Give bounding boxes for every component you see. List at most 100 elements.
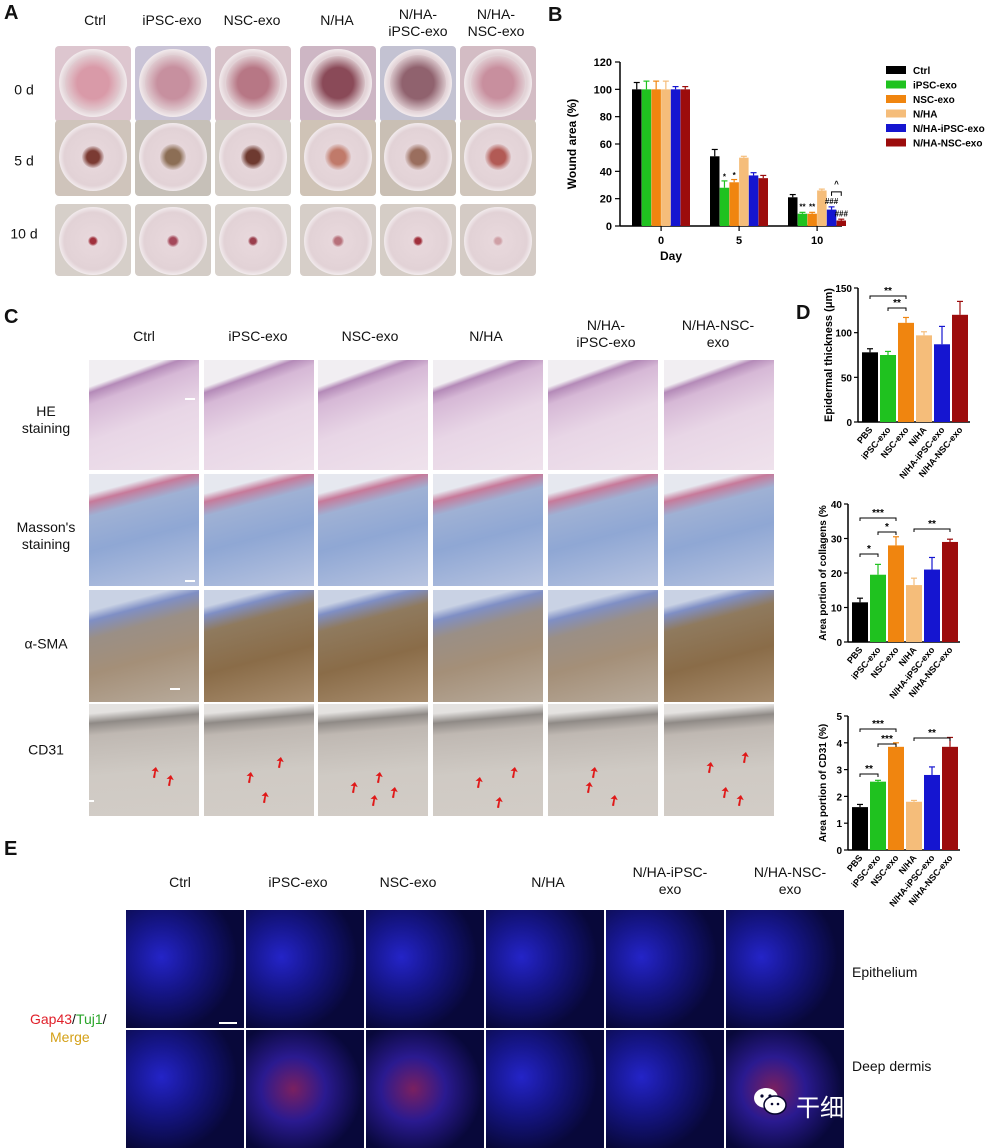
significance-label: ** (893, 298, 901, 309)
legend-separator: / (102, 1011, 107, 1027)
significance-label: *** (872, 719, 884, 730)
significance-label: ### (835, 209, 849, 218)
wound-photo (380, 120, 456, 196)
bar (888, 746, 904, 850)
y-axis-title: Wound area (%) (565, 99, 579, 189)
histology-image (664, 590, 774, 702)
y-tick-label: 5 (836, 712, 842, 723)
bar (916, 335, 932, 422)
wound-photo (215, 120, 291, 196)
bar (934, 344, 950, 422)
significance-bracket (859, 517, 897, 521)
wound-area (325, 144, 351, 170)
wound-area (485, 144, 511, 170)
watermark-text: 干细胞与外泌体 (796, 1094, 964, 1122)
legend-swatch (886, 109, 906, 118)
y-axis-title: Area portion of CD31 (%) (818, 724, 829, 842)
wound-area (145, 55, 201, 111)
scale-bar (219, 1022, 237, 1024)
bar (758, 178, 768, 226)
y-tick-label: 2 (836, 792, 842, 803)
wound-area (82, 146, 104, 168)
scale-bar (170, 688, 180, 690)
panel-a-col-label: Ctrl (84, 12, 106, 28)
wound-area (65, 55, 121, 111)
significance-label: ** (884, 286, 892, 297)
significance-label: *** (872, 508, 884, 519)
bar (651, 89, 661, 226)
significance-label: ^ (834, 179, 839, 188)
y-tick-label: 50 (841, 373, 853, 384)
histology-image (89, 590, 199, 702)
y-tick-label: 100 (594, 84, 612, 96)
wechat-icon (752, 1086, 788, 1116)
histology-image (204, 590, 314, 702)
legend-swatch (886, 95, 906, 103)
bar (788, 197, 798, 226)
bar (880, 355, 896, 422)
scale-bar (185, 580, 195, 582)
legend-label: iPSC-exo (913, 81, 957, 92)
significance-bracket (859, 728, 897, 732)
wound-area (413, 236, 423, 246)
panel-e-row-label-deep-dermis: Deep dermis (852, 1058, 932, 1074)
wound-area (493, 236, 503, 246)
panel-letter-e: E (4, 838, 18, 860)
wound-photo (215, 46, 291, 122)
legend-separator: / (72, 1011, 76, 1027)
fluorescence-image (366, 1030, 484, 1148)
significance-bracket (887, 307, 907, 311)
panel-c-col-label: N/HA (469, 328, 503, 344)
wound-photo (55, 46, 131, 122)
legend-gap43: Gap43 (30, 1011, 73, 1027)
histology-image (548, 704, 658, 816)
fluorescence-image (246, 1030, 364, 1148)
panel-letter-a: A (4, 2, 19, 24)
y-tick-label: 0 (606, 221, 612, 233)
panel-e-row-label-epithelium: Epithelium (852, 964, 918, 980)
bar (942, 541, 958, 642)
significance-label: ** (865, 764, 873, 775)
bar (862, 352, 878, 422)
significance-label: ### (825, 197, 839, 206)
panel-letter-b: B (548, 4, 563, 26)
y-tick-label: 0 (836, 638, 842, 649)
panel-a-row-label: 5 d (14, 152, 34, 169)
bar (661, 89, 671, 226)
panel-letter-d: D (796, 302, 811, 324)
histology-image (664, 360, 774, 470)
legend-swatch (886, 138, 906, 147)
bar (826, 209, 837, 226)
panel-a-col-label: iPSC-exo (142, 12, 202, 28)
wound-area (471, 56, 525, 110)
significance-bracket (869, 295, 907, 299)
wound-area (390, 55, 446, 111)
y-axis-title: Area portion of collagens (% (818, 505, 829, 641)
y-tick-label: 100 (835, 329, 852, 340)
bar (807, 213, 817, 226)
legend-label: NSC-exo (913, 95, 955, 106)
panel-c-row-label: CD31 (28, 741, 64, 758)
legend-label: N/HA-iPSC-exo (913, 124, 985, 135)
panel-c-row-label: α-SMA (24, 635, 68, 652)
significance-bracket (913, 737, 951, 741)
panel-c-col-label: N/HA-NSC- exo (681, 317, 755, 350)
histology-image (433, 590, 543, 702)
histology-image (318, 590, 428, 702)
panel-a-row-label: 0 d (14, 81, 34, 98)
wound-photo (215, 204, 291, 276)
bar (748, 175, 759, 226)
panel-e-col-label: Ctrl (169, 874, 191, 890)
bar (888, 545, 904, 642)
bar (719, 187, 730, 226)
histology-image (204, 474, 314, 586)
significance-label: *** (881, 734, 893, 745)
bar (632, 89, 642, 226)
panel-a-col-label: N/HA (320, 12, 354, 28)
legend-swatch (886, 124, 906, 132)
y-tick-label: 30 (831, 535, 843, 546)
